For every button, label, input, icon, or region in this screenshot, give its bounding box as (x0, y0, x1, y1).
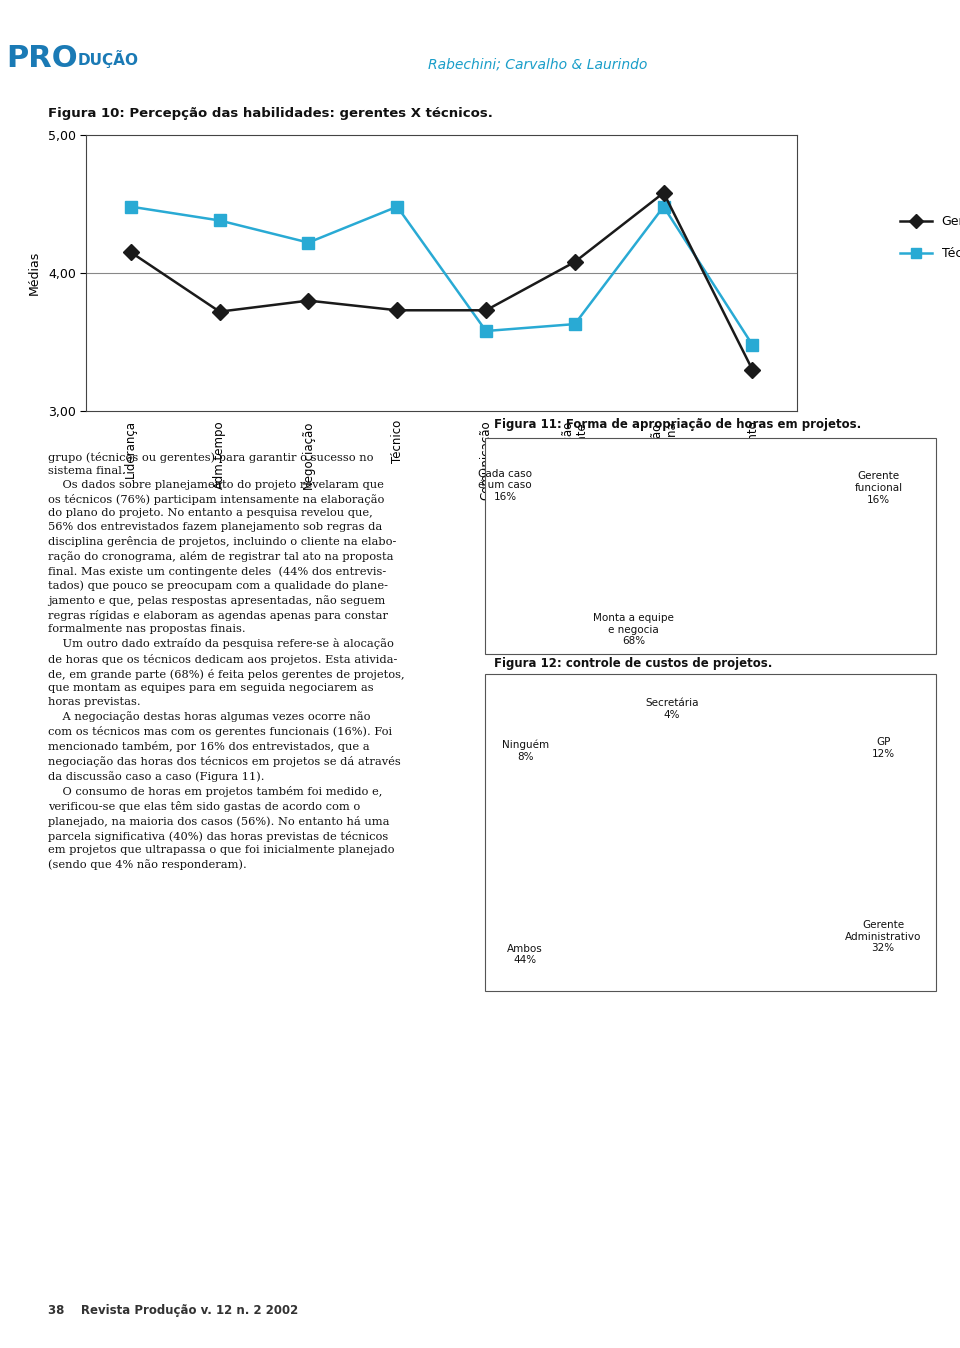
Wedge shape (606, 759, 706, 841)
Text: Cada caso
é um caso
16%: Cada caso é um caso 16% (478, 469, 532, 501)
Text: DUÇÃO: DUÇÃO (78, 50, 138, 67)
Text: Rabechini; Carvalho & Laurindo: Rabechini; Carvalho & Laurindo (428, 58, 647, 71)
Text: Monta a equipe
e negocia
68%: Monta a equipe e negocia 68% (593, 613, 674, 646)
Text: Gerente
funcional
16%: Gerente funcional 16% (854, 472, 902, 504)
Text: Gerente
Administrativo
32%: Gerente Administrativo 32% (845, 921, 922, 953)
Text: Ninguém
8%: Ninguém 8% (501, 740, 549, 762)
Text: PRO: PRO (7, 44, 78, 73)
Wedge shape (636, 747, 706, 841)
Legend: Gerentes, Técnicos: Gerentes, Técnicos (896, 210, 960, 266)
Text: Figura 11: Forma de apropriação de horas em projetos.: Figura 11: Forma de apropriação de horas… (494, 418, 862, 431)
Wedge shape (583, 462, 706, 550)
Text: Figura 10: Percepção das habilidades: gerentes X técnicos.: Figura 10: Percepção das habilidades: ge… (48, 106, 492, 120)
Wedge shape (560, 836, 759, 937)
Text: grupo (técnicos ou gerentes) para garantir o sucesso no
sistema final.
    Os da: grupo (técnicos ou gerentes) para garant… (48, 452, 404, 871)
Text: GP
12%: GP 12% (872, 737, 895, 759)
Wedge shape (560, 772, 706, 841)
Text: Ambos
44%: Ambos 44% (507, 944, 543, 965)
Text: 38    Revista Produção v. 12 n. 2 2002: 38 Revista Produção v. 12 n. 2 2002 (48, 1304, 299, 1317)
Wedge shape (573, 462, 852, 636)
Text: Secretária
4%: Secretária 4% (645, 698, 699, 720)
Y-axis label: Médias: Médias (28, 251, 41, 295)
Wedge shape (560, 503, 706, 586)
Wedge shape (706, 747, 852, 930)
Text: Figura 12: controle de custos de projetos.: Figura 12: controle de custos de projeto… (494, 656, 773, 670)
